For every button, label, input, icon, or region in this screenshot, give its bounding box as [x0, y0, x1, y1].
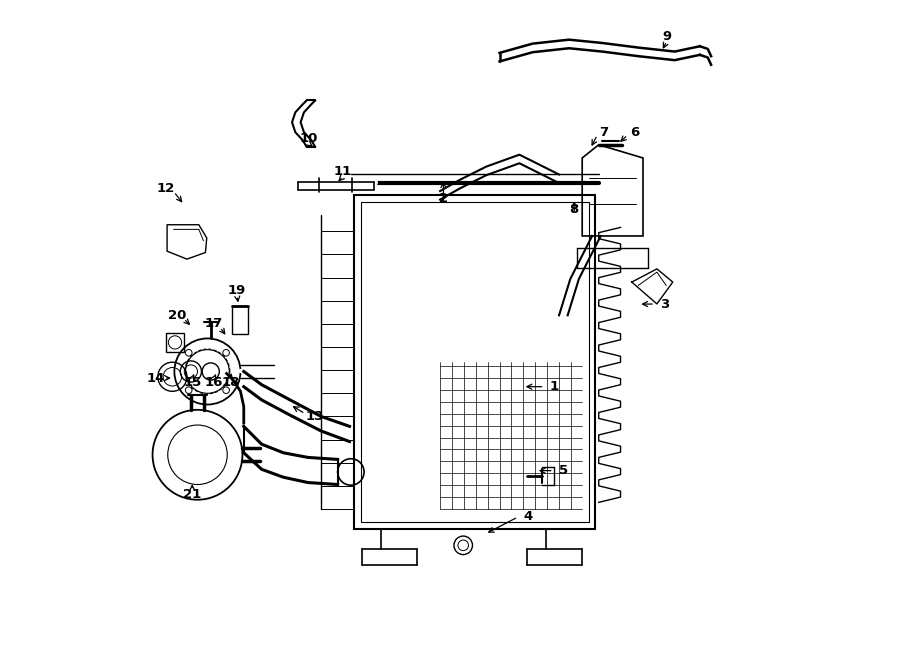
Text: 11: 11	[334, 165, 352, 178]
Text: 13: 13	[306, 410, 324, 423]
Text: 17: 17	[205, 317, 223, 330]
Bar	[166, 333, 184, 352]
Text: 15: 15	[183, 375, 202, 389]
Text: 3: 3	[661, 297, 670, 311]
Bar	[232, 306, 248, 334]
Bar	[361, 202, 589, 522]
Text: 19: 19	[228, 284, 247, 297]
Text: 10: 10	[300, 132, 318, 145]
Text: 9: 9	[662, 30, 671, 43]
Text: 18: 18	[221, 375, 239, 389]
Text: 6: 6	[630, 126, 639, 139]
Text: 21: 21	[183, 488, 202, 501]
Text: 2: 2	[439, 192, 448, 205]
Text: 5: 5	[559, 464, 568, 477]
Text: 8: 8	[570, 203, 579, 216]
Text: 20: 20	[167, 309, 186, 323]
Text: 12: 12	[157, 182, 175, 195]
Text: 16: 16	[205, 375, 223, 389]
Bar	[355, 195, 596, 529]
Text: 14: 14	[147, 371, 165, 385]
Text: 4: 4	[524, 510, 533, 524]
Text: 1: 1	[550, 380, 559, 393]
Text: 7: 7	[599, 126, 608, 139]
